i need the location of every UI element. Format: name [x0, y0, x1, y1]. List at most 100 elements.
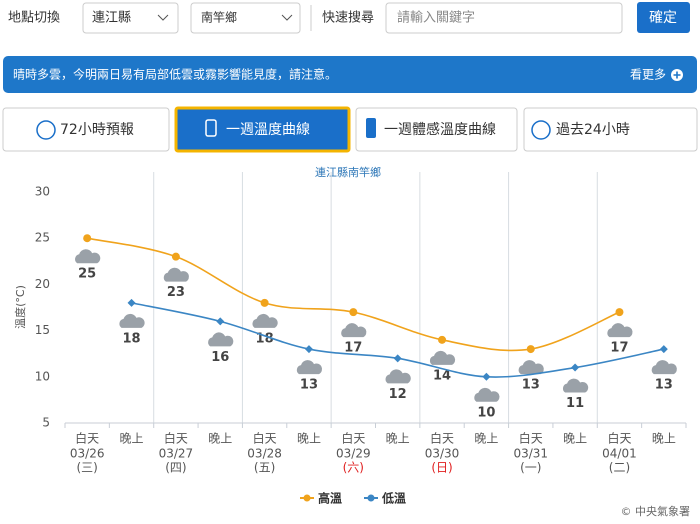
tab-icon	[205, 119, 217, 137]
confirm-label: 確定	[649, 10, 677, 26]
y-tick-label: 5	[42, 416, 50, 430]
legend-label: 低溫	[381, 491, 406, 506]
data-point	[216, 317, 225, 326]
footer: © 中央氣象署	[621, 504, 691, 518]
chevron	[281, 14, 293, 21]
x-tick-label: 晚上	[563, 432, 587, 446]
weekday-label: (二)	[609, 461, 630, 475]
data-point	[615, 308, 624, 317]
data-point	[349, 308, 358, 317]
y-tick-label: 20	[35, 277, 50, 291]
value-label: 13	[522, 378, 540, 393]
y-tick-label: 30	[35, 185, 50, 199]
x-tick-label: 晚上	[297, 432, 321, 446]
value-label: 10	[477, 405, 495, 420]
y-tick-label: 10	[35, 369, 50, 383]
weather-icon	[562, 378, 589, 393]
confirm-button[interactable]	[637, 2, 690, 33]
tab-label: 一週溫度曲線	[226, 122, 310, 138]
weekday-label: (五)	[254, 461, 275, 475]
x-tick-label: 晚上	[208, 432, 232, 446]
x-tick-label: 白天	[607, 431, 631, 446]
weather-icon	[296, 360, 323, 375]
township: 南竿鄉	[201, 10, 237, 25]
search-label: 快速搜尋	[322, 11, 374, 26]
x-tick-label: 晚上	[386, 432, 410, 446]
banner	[3, 56, 697, 93]
weather-icon	[651, 360, 677, 375]
value-label: 14	[433, 368, 451, 383]
chevron	[157, 14, 169, 21]
chart-title: 連江縣南竿鄉	[315, 165, 381, 179]
data-point	[393, 354, 402, 363]
search-input[interactable]	[385, 2, 623, 34]
x-tick-label: 白天	[164, 431, 188, 446]
weather-icon	[252, 313, 278, 328]
value-label: 13	[300, 378, 318, 393]
data-point	[127, 298, 136, 307]
y-tick-label: 25	[35, 231, 50, 245]
tab[interactable]	[523, 107, 698, 152]
weather-icon	[75, 249, 101, 264]
date-label: 03/30	[425, 447, 460, 461]
data-point	[482, 372, 491, 381]
tab-label: 72小時預報	[60, 122, 134, 138]
weather-icon	[429, 350, 456, 365]
value-label: 12	[389, 387, 407, 402]
weather-icon	[607, 323, 633, 338]
more-link[interactable]: 看更多	[630, 68, 666, 82]
tab-icon	[366, 118, 376, 138]
date-label: 03/29	[336, 447, 371, 461]
x-tick-label: 白天	[519, 431, 543, 446]
weather-icon	[385, 369, 411, 384]
tab[interactable]	[355, 107, 518, 152]
weather-icon	[474, 387, 500, 402]
county: 連江縣	[92, 11, 131, 26]
tab[interactable]	[2, 107, 170, 152]
tab-label: 過去24小時	[556, 122, 630, 138]
x-tick-label: 白天	[430, 431, 454, 446]
value-label: 17	[610, 341, 628, 356]
legend-marker	[367, 494, 375, 502]
value-label: 13	[655, 378, 673, 393]
value-label: 18	[122, 331, 140, 346]
weather-icon	[119, 313, 145, 328]
date-label: 03/31	[513, 447, 548, 461]
date-label: 03/28	[247, 447, 282, 461]
plus	[673, 71, 681, 79]
tab-icon	[36, 120, 56, 140]
tab-label: 一週體感溫度曲線	[384, 121, 496, 138]
weekday-label: (三)	[76, 461, 97, 475]
county-select[interactable]	[82, 2, 179, 34]
data-point	[659, 345, 668, 354]
weekday-label: (六)	[343, 461, 364, 475]
legend-label: 高溫	[318, 491, 342, 506]
x-tick-label: 晚上	[652, 432, 676, 446]
township-select[interactable]	[190, 2, 301, 34]
weather-icon	[163, 267, 189, 282]
weekday-label: (日)	[431, 461, 452, 475]
x-tick-label: 晚上	[120, 432, 144, 446]
tab-active[interactable]	[174, 106, 351, 153]
date-label: 03/27	[159, 447, 194, 461]
x-tick-label: 白天	[75, 431, 99, 446]
data-point	[83, 234, 92, 243]
weather-icon	[208, 332, 234, 347]
banner-text: 晴時多雲，今明兩日易有局部低雲或霧影響能見度，請注意。	[13, 67, 337, 82]
placeholder: 請輸入關鍵字	[397, 10, 475, 26]
data-point	[171, 252, 180, 261]
value-label: 18	[256, 331, 274, 346]
weekday-label: (一)	[520, 461, 541, 475]
data-point	[571, 363, 580, 372]
y-tick-label: 15	[35, 323, 50, 337]
date-label: 04/01	[602, 447, 637, 461]
date-label: 03/26	[70, 447, 105, 461]
value-label: 11	[566, 396, 584, 411]
x-tick-label: 白天	[341, 431, 365, 446]
weather-icon	[518, 360, 544, 375]
data-point	[526, 345, 535, 354]
y-axis-label: 溫度(°C)	[13, 285, 27, 329]
data-point	[304, 345, 313, 354]
tab-icon	[531, 120, 551, 140]
